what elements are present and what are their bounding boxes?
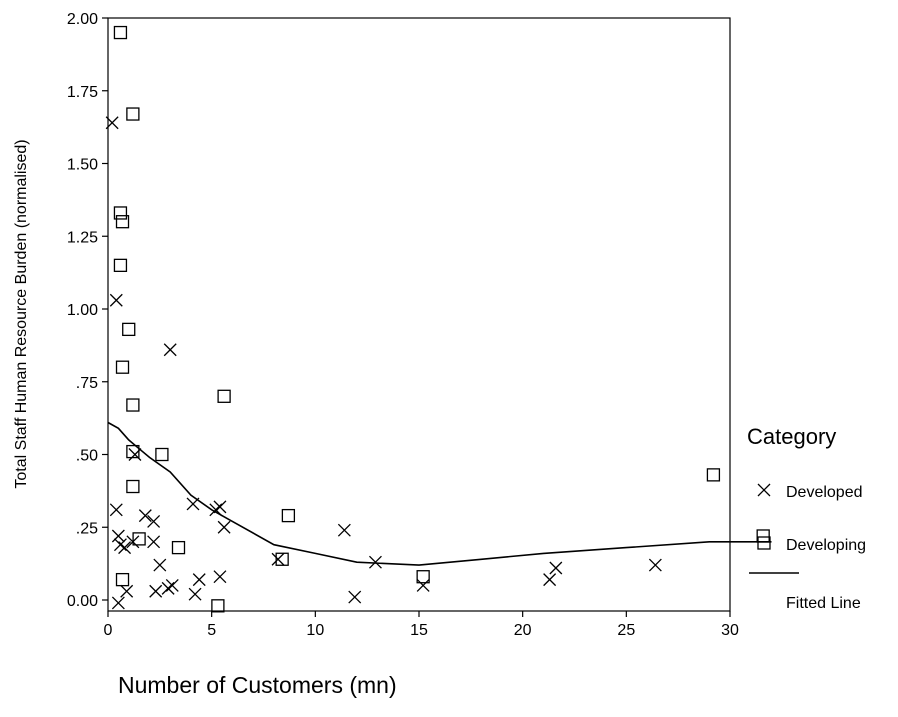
developing-point <box>217 389 231 403</box>
developing-point <box>275 552 289 566</box>
developed-point <box>111 529 125 543</box>
developing-point <box>122 322 136 337</box>
x-tick-label: 10 <box>306 622 324 639</box>
legend-x-icon <box>757 483 771 497</box>
developed-point <box>153 558 167 572</box>
y-tick-label: 0.00 <box>67 593 98 610</box>
developed-point <box>337 523 351 537</box>
developing-point <box>706 468 721 482</box>
developed-point <box>416 578 430 592</box>
developed-point <box>369 555 382 569</box>
x-tick-label: 25 <box>617 622 635 639</box>
legend: Category Developed Developing Fitted Lin… <box>747 424 866 612</box>
developing-point <box>416 570 430 584</box>
developed-point <box>149 584 163 598</box>
x-tick-label: 20 <box>514 622 532 639</box>
fitted-line-layer <box>107 421 772 566</box>
developed-point <box>549 561 563 575</box>
developing-point <box>126 398 140 412</box>
plot-area-frame <box>107 17 731 612</box>
developed-point <box>113 538 127 552</box>
legend-label-fitted-line: Fitted Line <box>786 595 861 612</box>
y-tick-label: 2.00 <box>67 11 98 28</box>
developed-point <box>118 541 132 555</box>
y-tick-label: .25 <box>76 520 98 537</box>
y-tick-label: 1.00 <box>67 302 98 319</box>
developing-point <box>115 215 130 229</box>
developing-point <box>132 532 146 546</box>
legend-square-icon <box>757 536 771 550</box>
developed-point <box>213 500 227 514</box>
developing-point <box>155 447 169 462</box>
developing-point <box>115 572 130 587</box>
y-tick-label: 1.25 <box>67 229 98 246</box>
y-axis: 0.00 .25 .50 .75 1.00 1.25 1.50 1.75 2.00 <box>67 11 108 610</box>
developed-point <box>105 116 119 130</box>
developing-point <box>126 444 140 459</box>
x-tick-label: 30 <box>721 622 739 639</box>
developing-point <box>126 107 140 121</box>
fitted-line <box>107 421 772 566</box>
developing-point <box>281 508 296 523</box>
developing-point <box>115 360 130 374</box>
legend-title: Category <box>747 424 836 449</box>
developed-point <box>165 578 179 592</box>
y-tick-label: .50 <box>76 448 98 465</box>
developed-point <box>109 293 123 307</box>
x-axis-title: Number of Customers (mn) <box>118 672 397 698</box>
y-tick-label: 1.75 <box>67 84 98 101</box>
x-axis: 0 5 10 15 20 25 30 <box>104 611 739 639</box>
legend-label-developing: Developing <box>786 537 866 554</box>
developed-point <box>348 590 362 604</box>
x-tick-label: 5 <box>207 622 216 639</box>
developed-point <box>192 573 206 587</box>
developed-point <box>543 573 557 587</box>
developing-point <box>126 479 140 494</box>
developing-point <box>113 25 128 40</box>
developed-point <box>111 596 125 610</box>
developed-point <box>161 581 175 595</box>
developed-point <box>217 520 231 534</box>
developed-point <box>648 558 662 572</box>
developing-point <box>171 540 186 555</box>
developed-point <box>213 570 227 584</box>
y-tick-label: .75 <box>76 375 98 392</box>
developed-point <box>188 587 202 601</box>
developed-point <box>147 514 161 528</box>
x-tick-label: 15 <box>410 622 428 639</box>
developed-point <box>138 509 152 523</box>
developing-point <box>113 258 128 273</box>
x-tick-label: 0 <box>104 622 113 639</box>
y-tick-label: 1.50 <box>67 157 98 174</box>
developed-point <box>163 343 177 357</box>
developing-point <box>211 599 225 613</box>
developed-point <box>120 584 134 598</box>
developing-point <box>113 206 128 220</box>
developing-point <box>756 529 770 543</box>
y-axis-title: Total Staff Human Resource Burden (norma… <box>13 139 30 488</box>
legend-label-developed: Developed <box>786 484 863 501</box>
developed-point <box>147 535 161 549</box>
developed-point <box>271 552 285 566</box>
developed-point <box>109 503 123 517</box>
data-marks <box>105 25 770 613</box>
